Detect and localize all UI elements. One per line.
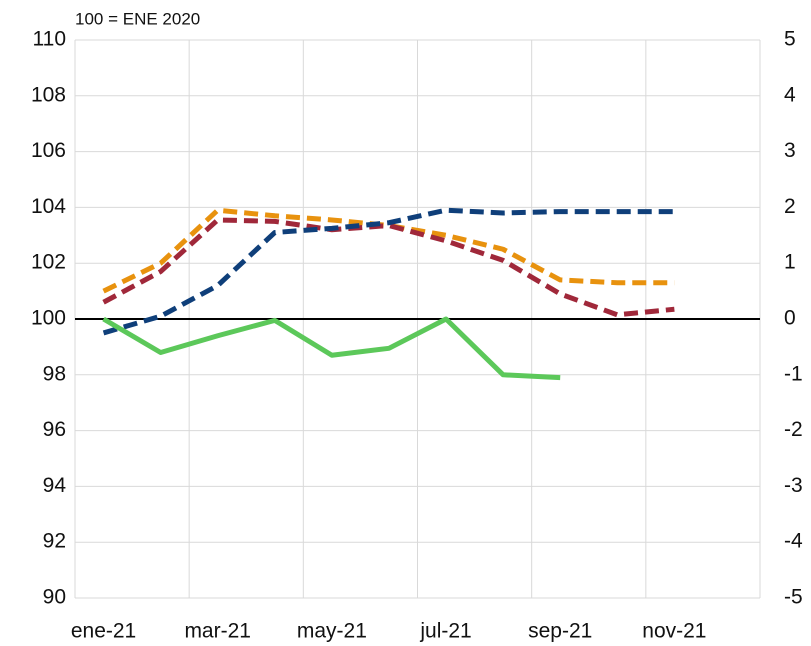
y-tick-label: 108	[31, 83, 66, 106]
y2-tick-label: 0	[784, 307, 796, 330]
y2-tick-label: 3	[784, 139, 796, 162]
x-tick-label: ene-21	[71, 620, 136, 643]
y-tick-label: 102	[31, 251, 66, 274]
y-tick-label: 92	[43, 530, 66, 553]
y2-tick-label: -4	[784, 530, 803, 553]
x-tick-label: may-21	[297, 620, 367, 643]
series-line	[102, 217, 675, 318]
y2-tick-label: 4	[784, 83, 796, 106]
y2-tick-label: 2	[784, 195, 796, 218]
x-tick-label: jul-21	[419, 620, 471, 643]
y-tick-label: 106	[31, 139, 66, 162]
x-tick-label: mar-21	[184, 620, 251, 643]
series-line	[102, 207, 675, 294]
series-line	[102, 207, 675, 336]
unit-label: 100 = ENE 2020	[75, 9, 200, 28]
y2-tick-label: -1	[784, 362, 803, 385]
y2-tick-label: 5	[784, 28, 796, 51]
y-tick-label: 94	[43, 474, 67, 497]
y-tick-label: 104	[31, 195, 66, 218]
y-tick-label: 96	[43, 418, 66, 441]
x-tick-label: nov-21	[642, 620, 706, 643]
y2-tick-label: -3	[784, 474, 803, 497]
y2-tick-label: -5	[784, 586, 803, 609]
y-tick-label: 98	[43, 362, 66, 385]
y-tick-label: 110	[33, 28, 66, 51]
y-tick-label: 100	[31, 307, 66, 330]
x-tick-label: sep-21	[528, 620, 592, 643]
y-tick-label: 90	[43, 586, 66, 609]
y2-tick-label: -2	[784, 418, 803, 441]
y2-tick-label: 1	[784, 251, 796, 274]
series-line	[102, 316, 561, 381]
